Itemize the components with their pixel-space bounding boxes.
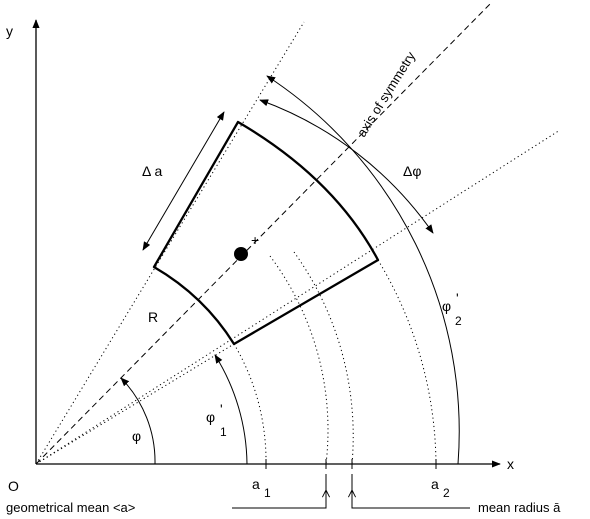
axis-of-symmetry-line — [35, 1, 493, 465]
phi2-main: φ — [442, 298, 451, 314]
phi1-prime: ' — [220, 401, 223, 417]
a1-sub: 1 — [264, 486, 271, 500]
phi2-label: φ ' 2 — [442, 290, 462, 328]
phi1-sub: 1 — [220, 425, 227, 439]
dotted-arc-a2 — [377, 259, 437, 465]
a1-label: a 1 — [252, 476, 271, 500]
axis-of-symmetry-label: axis of symmetry — [354, 49, 419, 140]
a2-main: a — [431, 476, 439, 492]
delta-phi-label: Δφ — [403, 163, 421, 179]
dotted-ray-phi — [35, 343, 235, 465]
dotted-ray-lower — [35, 129, 561, 465]
delta-a-label: Δ a — [142, 163, 162, 179]
geom-mean-leader — [232, 476, 327, 509]
phi2-sub: 2 — [455, 314, 462, 328]
mean-radius-leader — [351, 476, 470, 509]
a1-main: a — [252, 476, 260, 492]
dotted-arc-mean-radius — [293, 251, 354, 465]
centroid-dot — [234, 247, 248, 261]
phi2-prime: ' — [456, 290, 459, 306]
phi1-label: φ ' 1 — [206, 401, 227, 439]
a2-sub: 2 — [443, 486, 450, 500]
mean-radius-label: mean radius ā — [478, 500, 561, 515]
phi-label: φ — [132, 428, 141, 444]
delta-a-arrow — [142, 111, 225, 251]
dotted-arc-geom-mean — [269, 255, 329, 465]
origin-label: O — [8, 478, 19, 494]
phi1-arrow — [214, 354, 248, 465]
delta-phi-arrow — [259, 99, 434, 234]
plus-marker: + — [251, 232, 259, 248]
a2-label: a 2 — [431, 476, 450, 500]
geometrical-mean-label: geometrical mean <a> — [6, 500, 135, 515]
radius-label: R — [148, 309, 158, 325]
y-axis-label: y — [6, 23, 13, 39]
phi2-arrow — [266, 75, 460, 465]
dotted-ray-upper — [35, 21, 305, 465]
phi1-main: φ — [206, 409, 215, 425]
phi-arrow — [120, 377, 156, 465]
dotted-arc-a1 — [233, 343, 267, 465]
x-axis-label: x — [507, 456, 514, 472]
